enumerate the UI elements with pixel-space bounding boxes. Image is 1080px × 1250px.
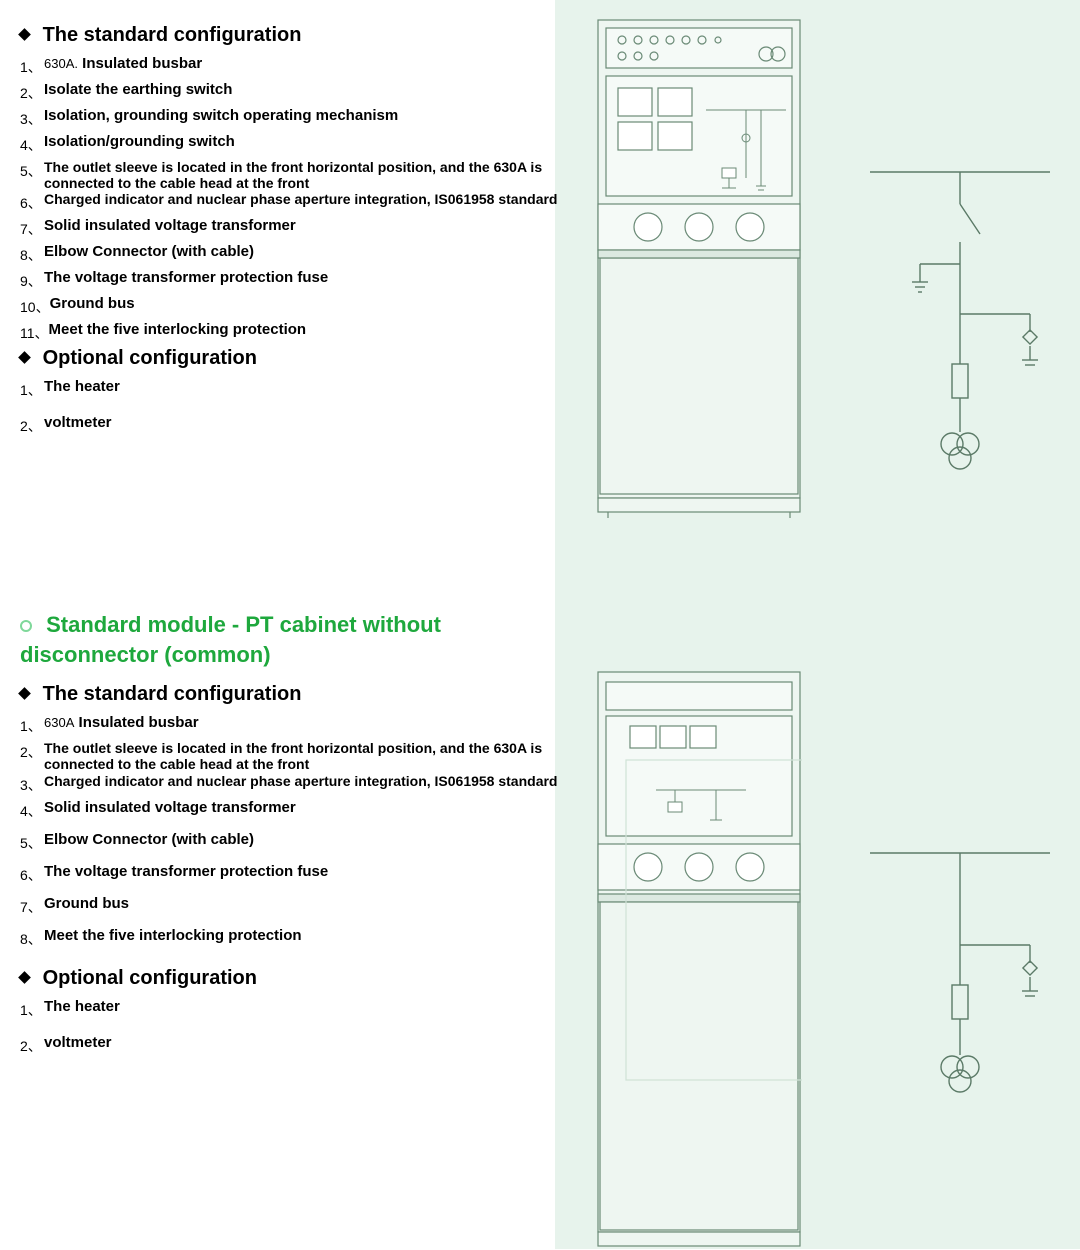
list-item: 7、 Ground bus xyxy=(20,895,580,917)
standard-config-heading: The standard configuration xyxy=(20,683,580,706)
page: The standard configuration 1、 630A. Insu… xyxy=(0,0,1080,1249)
cabinet-drawing-2 xyxy=(596,670,802,1250)
section-1: The standard configuration 1、 630A. Insu… xyxy=(20,18,580,440)
list-item: 5、 Elbow Connector (with cable) xyxy=(20,831,580,853)
list-item: 10、 Ground bus xyxy=(20,295,580,317)
list-item: 4、 Solid insulated voltage transformer xyxy=(20,799,580,821)
standard-config-heading: The standard configuration xyxy=(20,24,580,47)
diamond-icon xyxy=(18,351,31,364)
list-item: 4、 Isolation/grounding switch xyxy=(20,133,580,155)
diamond-icon xyxy=(18,28,31,41)
list-item: 3、 Isolation, grounding switch operating… xyxy=(20,107,580,129)
schematic-2 xyxy=(860,845,1060,1125)
list-item: 6、 The voltage transformer protection fu… xyxy=(20,863,580,885)
item-text: 630A. Insulated busbar xyxy=(44,55,202,73)
diamond-icon xyxy=(18,971,31,984)
list-item: 2、 Isolate the earthing switch xyxy=(20,81,580,103)
list-item: 5、 The outlet sleeve is located in the f… xyxy=(20,159,580,191)
list-item: 2、 The outlet sleeve is located in the f… xyxy=(20,740,580,772)
list-item: 2、 voltmeter xyxy=(20,1034,580,1056)
list-item: 2、 voltmeter xyxy=(20,414,580,436)
optional-config-heading: Optional configuration xyxy=(20,347,580,370)
item-number: 1、 xyxy=(20,55,44,77)
optional-config-heading: Optional configuration xyxy=(20,967,580,990)
list-item: 8、 Elbow Connector (with cable) xyxy=(20,243,580,265)
diamond-icon xyxy=(18,688,31,701)
list-item: 1、 The heater xyxy=(20,378,580,400)
list-item: 9、 The voltage transformer protection fu… xyxy=(20,269,580,291)
list-item: 6、 Charged indicator and nuclear phase a… xyxy=(20,191,580,213)
list-item: 1、 630A Insulated busbar xyxy=(20,714,580,736)
heading-text: The standard configuration xyxy=(43,24,302,46)
list-item: 11、 Meet the five interlocking protectio… xyxy=(20,321,580,343)
list-item: 3、 Charged indicator and nuclear phase a… xyxy=(20,773,580,795)
module-title: Standard module - PT cabinet without dis… xyxy=(20,610,580,669)
cabinet-drawing-1 xyxy=(596,18,802,518)
list-item: 1、 The heater xyxy=(20,998,580,1020)
list-item: 8、 Meet the five interlocking protection xyxy=(20,927,580,949)
list-item: 7、 Solid insulated voltage transformer xyxy=(20,217,580,239)
list-item: 1、 630A. Insulated busbar xyxy=(20,55,580,77)
section-2: Standard module - PT cabinet without dis… xyxy=(20,610,580,1060)
schematic-1 xyxy=(860,164,1060,494)
ring-bullet-icon xyxy=(20,620,32,632)
